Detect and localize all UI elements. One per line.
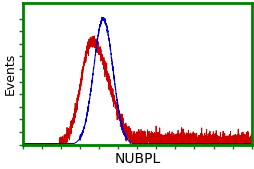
Y-axis label: Events: Events (4, 53, 17, 95)
X-axis label: NUBPL: NUBPL (114, 152, 160, 165)
